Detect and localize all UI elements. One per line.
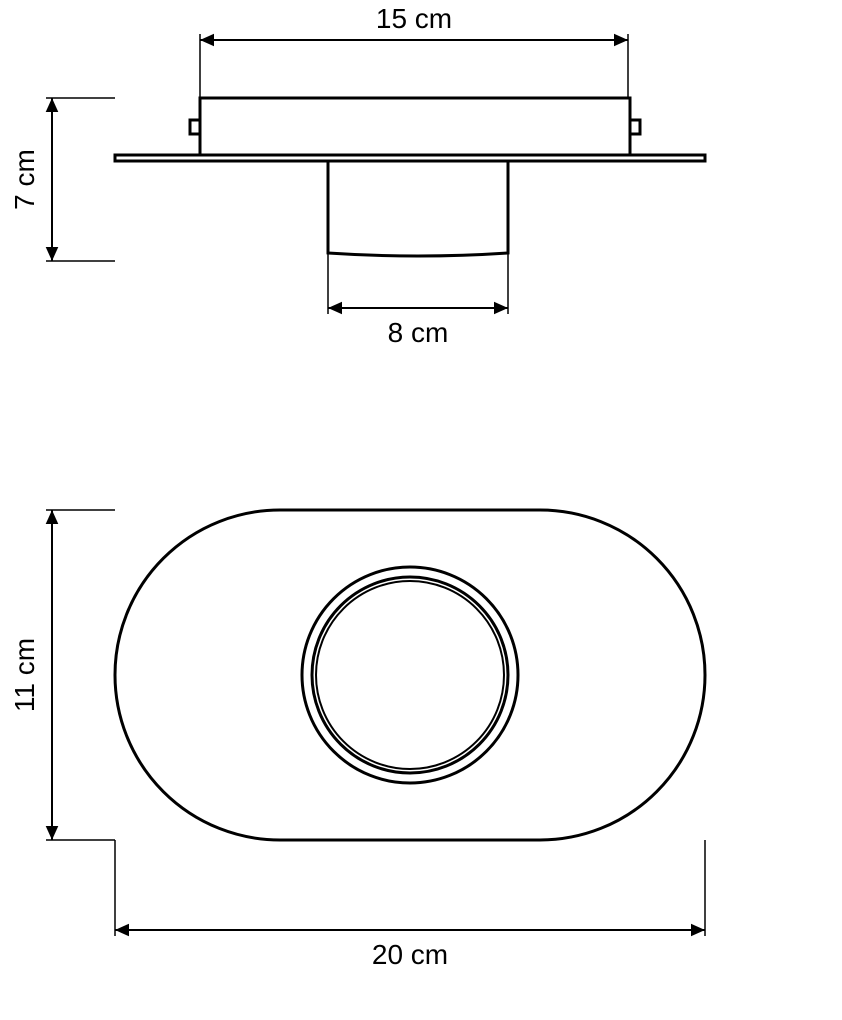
dim-label-side-height: 7 cm	[9, 149, 40, 210]
plan-circle-mid	[312, 577, 508, 773]
plan-view	[46, 510, 705, 936]
dim-label-plan-width: 20 cm	[372, 939, 448, 970]
side-notch-right	[630, 120, 640, 134]
dim-label-plan-height: 11 cm	[9, 638, 40, 712]
dim-label-bottom-small: 8 cm	[388, 317, 449, 348]
side-view	[46, 34, 705, 315]
dim-label-top: 15 cm	[376, 3, 452, 34]
side-bottom-box	[328, 161, 508, 256]
plan-outline	[115, 510, 705, 840]
side-notch-left	[190, 120, 200, 134]
side-top-box	[200, 98, 630, 155]
plan-circle-outer	[302, 567, 518, 783]
plan-circle-inner	[316, 581, 504, 769]
